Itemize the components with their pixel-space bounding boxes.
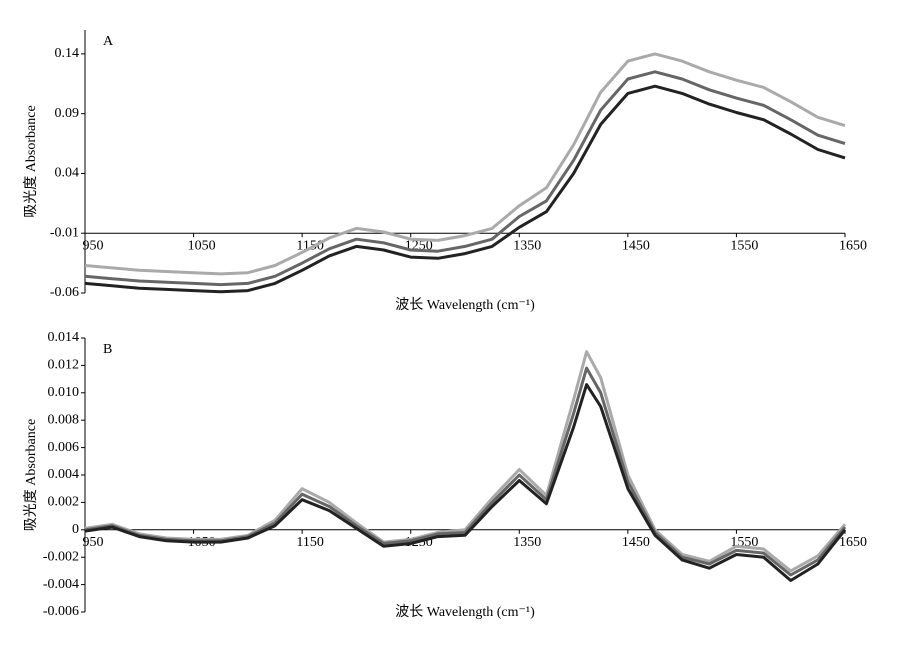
y-tick-label: -0.004 [43,577,79,592]
y-tick-label: 0.008 [48,412,80,427]
panel-label: B [103,342,112,357]
y-tick-label: -0.01 [50,225,79,240]
x-axis-title: 波长 Wavelength (cm⁻¹) [395,297,535,313]
x-tick-label: 1450 [622,535,650,550]
y-tick-label: 0.09 [55,106,80,121]
y-tick-label: 0.002 [48,495,80,510]
y-axis-title: 吸光度 Absorbance [23,419,39,531]
y-tick-label: 0 [72,522,79,537]
y-axis-title: 吸光度 Absorbance [23,105,39,217]
x-tick-label: 1050 [188,238,216,253]
x-tick-label: 1350 [513,535,541,550]
x-axis-title: 波长 Wavelength (cm⁻¹) [395,604,535,620]
x-tick-label: 950 [83,535,104,550]
x-tick-label: 1650 [839,238,867,253]
spectrum-line [84,52,846,276]
spectrum-line [84,70,846,287]
y-tick-label: -0.002 [43,549,79,564]
spectrum-line [84,84,846,294]
y-tick-label: 0.012 [48,358,80,373]
x-tick-label: 1150 [296,535,323,550]
y-tick-label: -0.006 [43,604,79,619]
y-tick-label: 0.006 [48,440,80,455]
x-tick-label: 1150 [296,238,323,253]
y-tick-label: -0.06 [50,285,79,300]
y-tick-label: 0.014 [48,330,80,345]
x-tick-label: 1350 [513,238,541,253]
y-tick-label: 0.010 [48,385,80,400]
panel-label: A [103,34,114,49]
x-tick-label: 1650 [839,535,867,550]
spectrum-line [84,383,847,582]
y-tick-label: 0.004 [48,467,80,482]
y-tick-label: 0.14 [55,46,80,61]
y-tick-label: 0.04 [55,166,80,181]
x-tick-label: 1450 [622,238,650,253]
x-tick-label: 950 [83,238,104,253]
x-tick-label: 1550 [730,238,758,253]
